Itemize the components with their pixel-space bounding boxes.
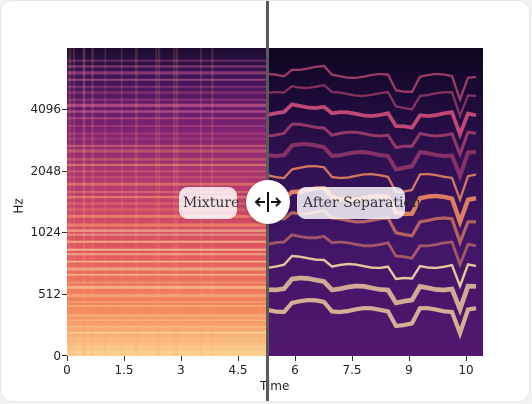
mixture-label: Mixture bbox=[179, 187, 239, 219]
y-tick-mark bbox=[62, 355, 67, 356]
x-tick-label: 4.5 bbox=[228, 363, 248, 377]
after-separation-label: After Separation bbox=[297, 187, 421, 219]
x-tick-label: 0 bbox=[63, 363, 71, 377]
x-tick-label: 6 bbox=[291, 363, 299, 377]
x-tick-mark bbox=[295, 356, 296, 361]
x-tick-mark bbox=[67, 356, 68, 361]
y-tick-label: 4096 bbox=[30, 102, 61, 116]
y-tick-label: 1024 bbox=[30, 225, 61, 239]
y-tick-mark bbox=[62, 171, 67, 172]
y-tick-mark bbox=[62, 232, 67, 233]
arrows-left-right-icon bbox=[254, 192, 282, 212]
x-tick-mark bbox=[409, 356, 410, 361]
y-tick-label: 512 bbox=[38, 287, 61, 301]
x-tick-mark bbox=[181, 356, 182, 361]
x-tick-label: 9 bbox=[405, 363, 413, 377]
x-tick-label: 1.5 bbox=[114, 363, 134, 377]
x-tick-label: 7.5 bbox=[342, 363, 362, 377]
y-tick-label: 0 bbox=[53, 349, 61, 363]
x-tick-mark bbox=[466, 356, 467, 361]
x-tick-label: 3 bbox=[177, 363, 185, 377]
x-tick-mark bbox=[238, 356, 239, 361]
y-tick-mark bbox=[62, 109, 67, 110]
x-tick-mark bbox=[124, 356, 125, 361]
comparison-slider-handle[interactable] bbox=[246, 180, 290, 224]
x-axis-label: Time bbox=[260, 379, 290, 393]
x-tick-mark bbox=[352, 356, 353, 361]
y-tick-label: 2048 bbox=[30, 164, 61, 178]
y-axis-label: Hz bbox=[11, 198, 26, 214]
y-tick-mark bbox=[62, 294, 67, 295]
x-tick-label: 10 bbox=[458, 363, 474, 377]
